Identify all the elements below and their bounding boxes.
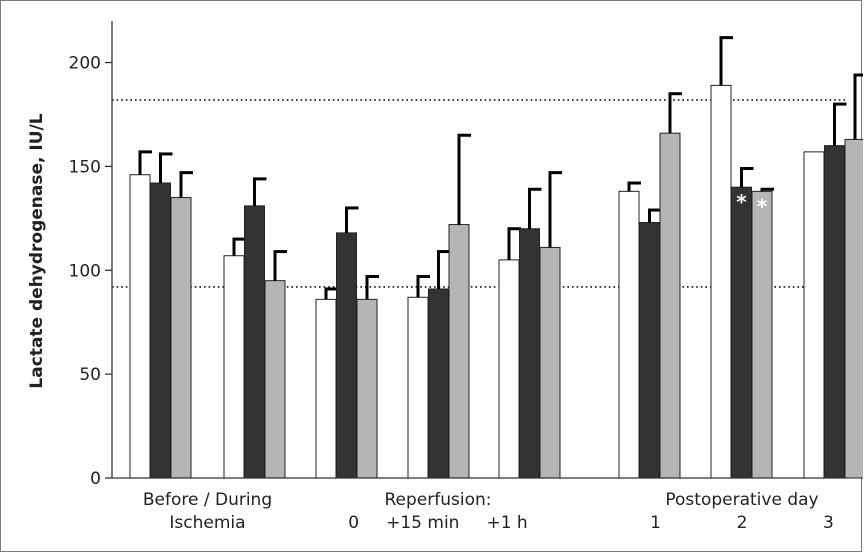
x-group-2-line-2: 0 +15 min +1 h [348,513,527,533]
bar-s2--15-min [428,288,449,479]
bar-s3-2 [751,190,773,479]
x-group-2-line-1: Reperfusion: [385,490,492,510]
x-group-3-line-1: Postoperative day [665,490,818,510]
axes [111,21,847,479]
bar-s3-1 [659,132,681,479]
bar-s1-3 [803,151,825,479]
bar-s2-Before [150,182,171,479]
bar-s3--15-min [448,224,470,479]
y-tick-label: 150 [69,157,101,177]
x-group-labels: Before / During Ischemia Reperfusion: 0 +15… [143,490,834,533]
bar-s1--1-h [498,259,520,479]
y-tick-label: 200 [69,54,101,74]
bar-s3--1-h [539,246,561,479]
x-group-1-line-1: Before / During [143,490,272,510]
x-group-1-line-2: Ischemia [169,513,245,533]
bar-s1-During [223,255,245,479]
bar-s3-3 [844,138,864,479]
bar-s2--1-h [519,228,540,479]
significance-marker: * [736,190,747,214]
x-group-3-line-2: 1 2 3 [650,513,834,533]
bar-s3-0 [356,298,378,479]
bar-s1-0 [315,298,337,479]
y-axis-label: Lactate dehydrogenase, IU/L [27,113,47,388]
bar-s3-During [264,280,286,479]
y-tick-label: 100 [69,261,101,281]
bars-layer: * * [129,36,864,479]
y-tick-label: 50 [79,365,101,385]
significance-marker: * [757,194,768,218]
bar-s1-Before [129,174,151,479]
bar-s1--15-min [407,296,429,479]
bar-s2-During [244,205,265,479]
y-tick-label: 0 [90,469,101,489]
bar-s1-1 [618,190,640,479]
bar-s1-2 [710,84,732,479]
y-ticks: 0 50 100 150 200 [69,54,112,489]
bar-s3-Before [170,197,192,479]
bar-s2-1 [639,221,660,479]
bar-s2-2 [731,186,752,479]
bar-s2-0 [336,232,357,479]
bar-s2-3 [824,145,845,479]
